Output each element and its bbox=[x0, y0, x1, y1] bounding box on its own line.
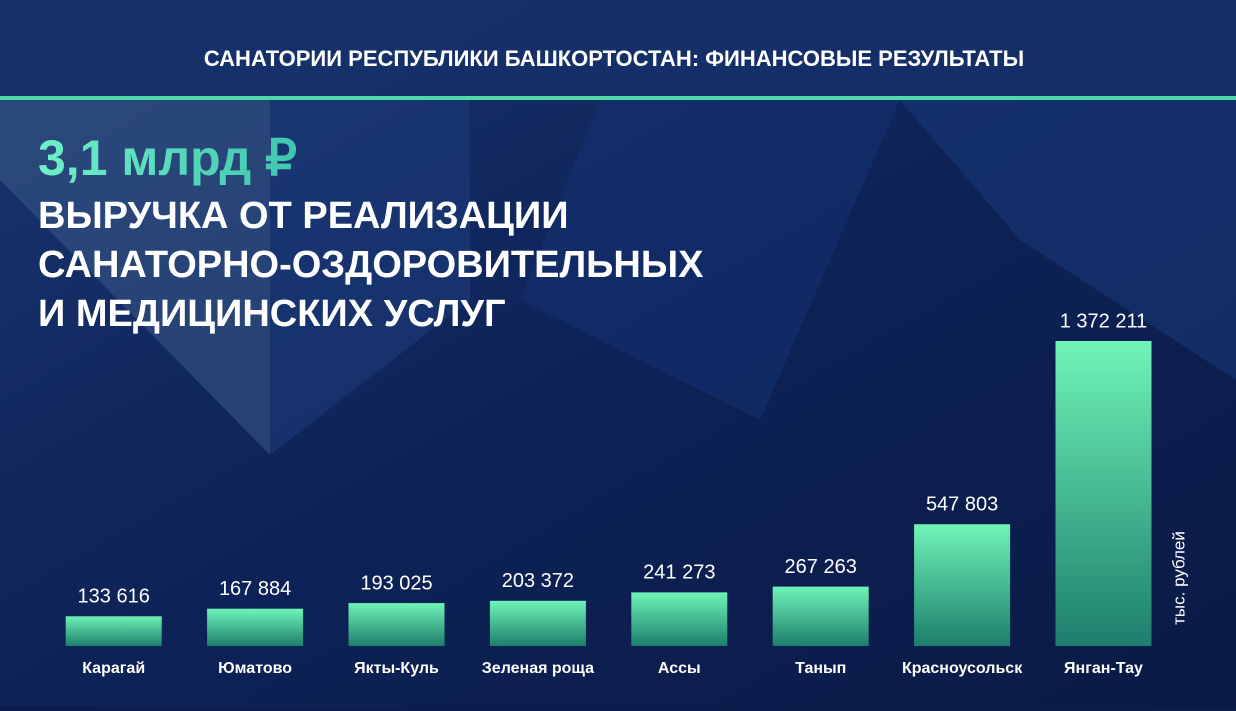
category-label: Якты-Куль bbox=[354, 660, 439, 677]
category-label: Юматово bbox=[218, 660, 292, 677]
value-label: 193 025 bbox=[360, 572, 432, 594]
bar bbox=[631, 592, 728, 646]
photo-panel bbox=[0, 100, 270, 455]
title-line: САНАТОРНО-ОЗДОРОВИТЕЛЬНЫХ bbox=[38, 244, 704, 286]
bar bbox=[348, 603, 445, 646]
value-label: 241 273 bbox=[643, 562, 715, 584]
decor bbox=[900, 100, 1236, 380]
title-line: ВЫРУЧКА ОТ РЕАЛИЗАЦИИ bbox=[38, 195, 569, 237]
decor bbox=[270, 100, 470, 455]
value-label: 267 263 bbox=[785, 556, 857, 578]
decor bbox=[520, 100, 900, 420]
category-label: Танып bbox=[795, 660, 846, 677]
value-label: 203 372 bbox=[502, 570, 574, 592]
bar bbox=[65, 616, 162, 646]
unit-label: тыс. рублей bbox=[1169, 531, 1188, 625]
category-label: Карагай bbox=[82, 660, 145, 677]
category-label: Красноусольск bbox=[902, 660, 1023, 677]
bar bbox=[772, 586, 869, 646]
value-label: 133 616 bbox=[78, 586, 150, 608]
category-label: Зеленая роща bbox=[482, 660, 594, 677]
header-title: САНАТОРИИ РЕСПУБЛИКИ БАШКОРТОСТАН: ФИНАН… bbox=[204, 46, 1024, 71]
headline: 3,1 млрд ₽ bbox=[38, 130, 297, 186]
value-label: 1 372 211 bbox=[1060, 310, 1148, 332]
header-bar bbox=[0, 0, 1236, 96]
bar bbox=[207, 608, 304, 646]
header-line bbox=[0, 96, 1236, 100]
value-label: 167 884 bbox=[219, 578, 291, 600]
category-label: Ассы bbox=[658, 660, 701, 677]
category-label: Янган-Тау bbox=[1064, 660, 1143, 677]
bar bbox=[914, 524, 1011, 646]
bar bbox=[489, 600, 586, 646]
value-label: 547 803 bbox=[926, 494, 998, 516]
title-line: И МЕДИЦИНСКИХ УСЛУГ bbox=[38, 293, 506, 335]
bar bbox=[1055, 341, 1152, 646]
